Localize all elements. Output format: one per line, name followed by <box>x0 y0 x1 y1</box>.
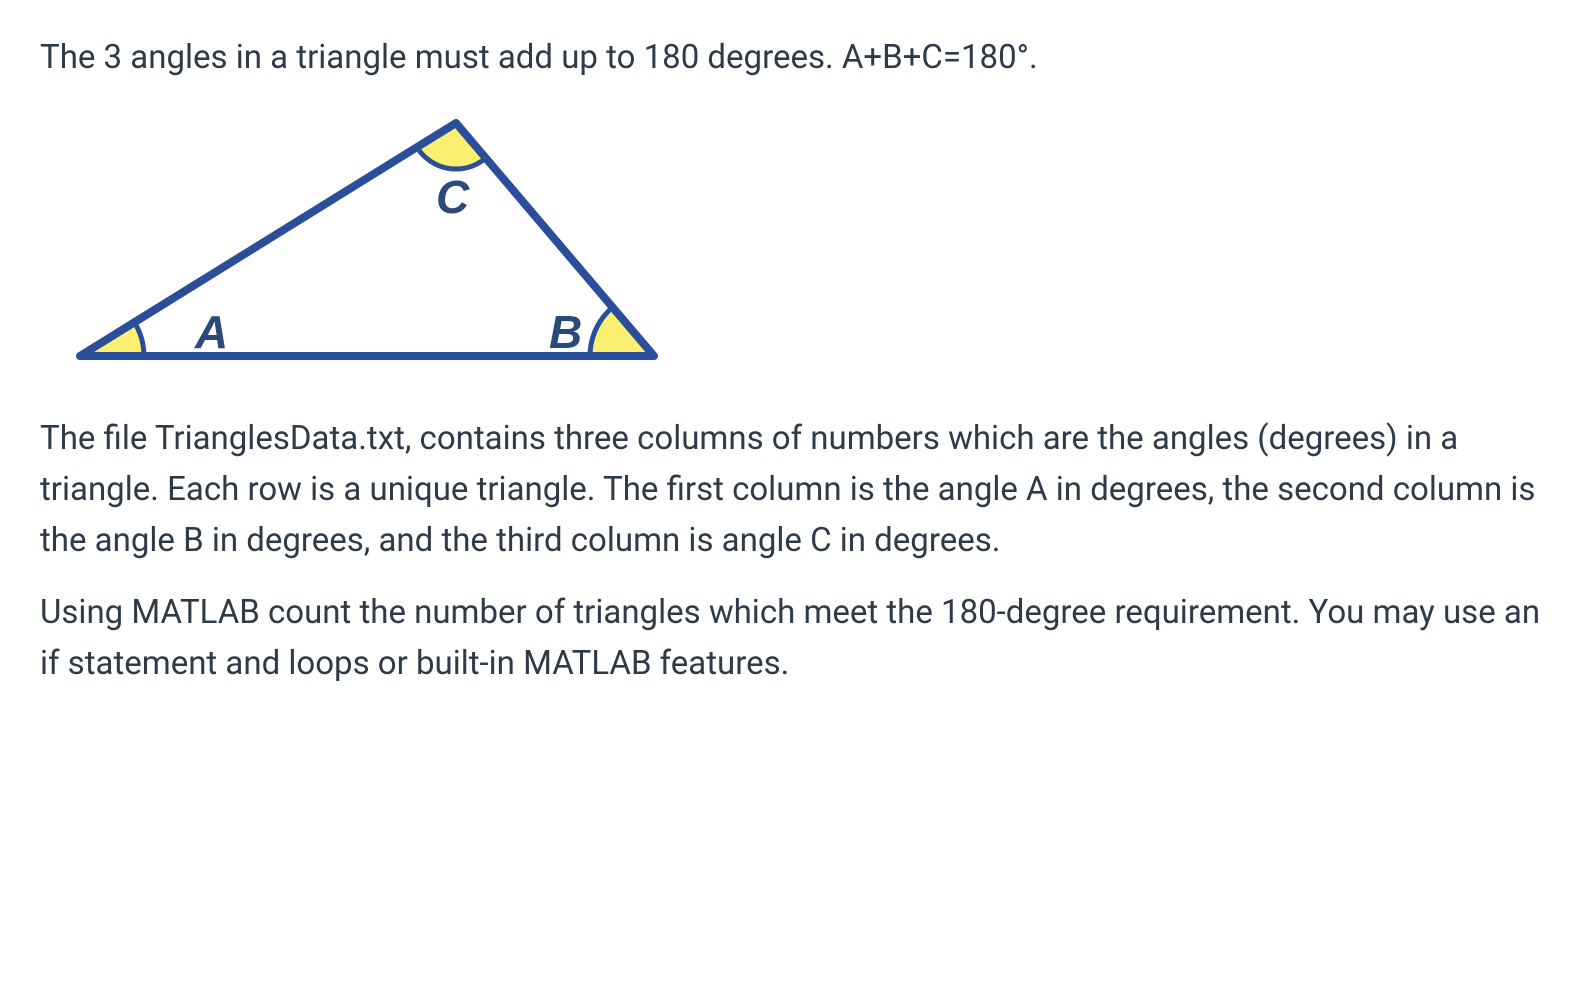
task-text: Using MATLAB count the number of triangl… <box>40 587 1555 689</box>
description-text: The file TrianglesData.txt, contains thr… <box>40 413 1555 566</box>
angle-label-b: B <box>549 306 582 358</box>
triangle-diagram: A B C <box>60 113 1555 373</box>
triangle-svg: A B C <box>60 113 680 373</box>
intro-text: The 3 angles in a triangle must add up t… <box>40 32 1555 83</box>
angle-label-c: C <box>436 171 470 223</box>
angle-label-a: A <box>194 306 228 358</box>
angle-arc-a <box>60 292 144 373</box>
